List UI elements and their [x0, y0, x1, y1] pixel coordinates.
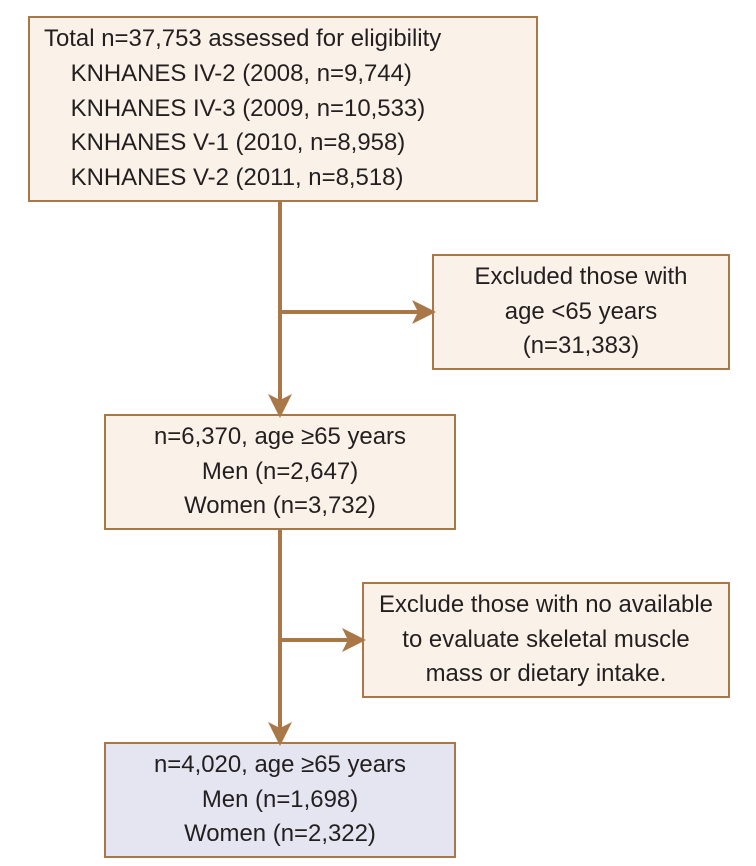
flow-node-text: KNHANES IV-3 (2009, n=10,533)	[30, 92, 536, 127]
flow-node-text: KNHANES V-1 (2010, n=8,958)	[30, 126, 536, 161]
flow-node-total-assessed: Total n=37,753 assessed for eligibility …	[28, 16, 538, 202]
flow-node-text: Men (n=1,698)	[106, 783, 454, 818]
flow-node-text: Total n=37,753 assessed for eligibility	[30, 22, 536, 57]
flow-node-text: Excluded those with	[434, 260, 728, 295]
flow-node-age65-cohort: n=6,370, age ≥65 yearsMen (n=2,647)Women…	[104, 414, 456, 530]
flow-node-text: mass or dietary intake.	[364, 657, 728, 692]
flow-node-text: n=4,020, age ≥65 years	[106, 748, 454, 783]
flow-node-excluded-missing-data: Exclude those with no availableto evalua…	[362, 582, 730, 698]
flow-edge	[280, 202, 432, 312]
flow-node-text: Men (n=2,647)	[106, 455, 454, 490]
flow-node-final-cohort: n=4,020, age ≥65 yearsMen (n=1,698)Women…	[104, 742, 456, 858]
flow-node-text: n=6,370, age ≥65 years	[106, 420, 454, 455]
flow-node-text: to evaluate skeletal muscle	[364, 623, 728, 658]
flow-node-text: KNHANES V-2 (2011, n=8,518)	[30, 161, 536, 196]
flow-node-text: (n=31,383)	[434, 329, 728, 364]
flow-node-text: Exclude those with no available	[364, 588, 728, 623]
flow-node-text: age <65 years	[434, 295, 728, 330]
flow-edge	[280, 530, 362, 640]
flow-node-excluded-age: Excluded those withage <65 years(n=31,38…	[432, 254, 730, 370]
flow-node-text: KNHANES IV-2 (2008, n=9,744)	[30, 57, 536, 92]
flow-node-text: Women (n=3,732)	[106, 489, 454, 524]
flow-node-text: Women (n=2,322)	[106, 817, 454, 852]
